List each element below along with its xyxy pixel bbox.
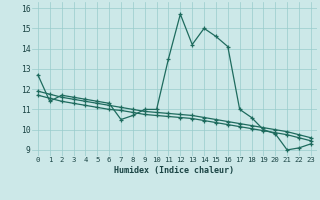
- X-axis label: Humidex (Indice chaleur): Humidex (Indice chaleur): [115, 166, 234, 175]
